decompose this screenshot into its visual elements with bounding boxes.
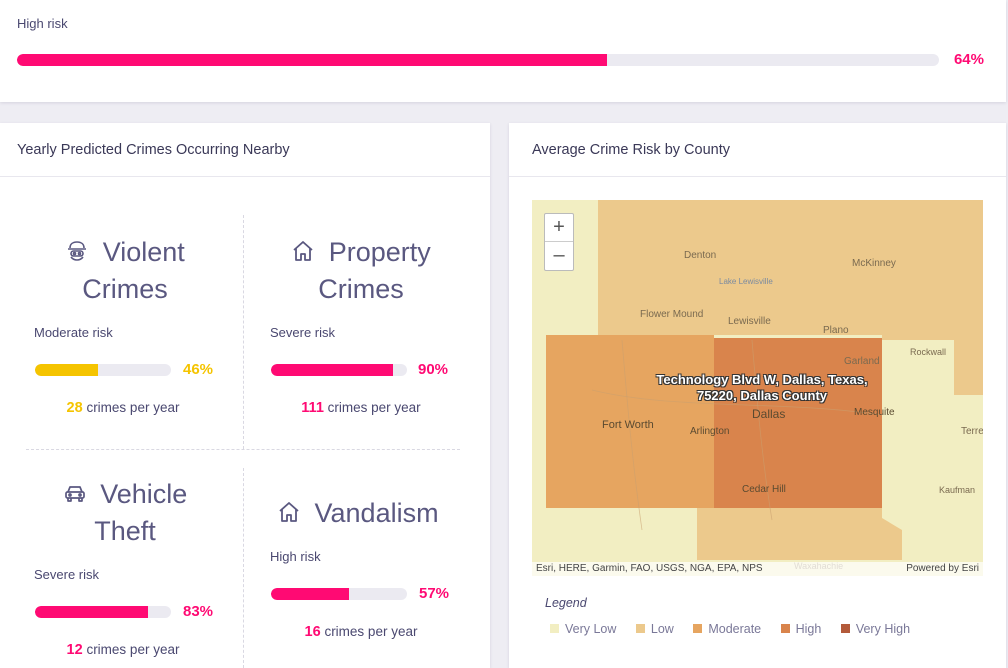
house-icon <box>277 498 315 528</box>
violent-crimes-risk-label: Moderate risk <box>34 325 113 340</box>
place-denton: Denton <box>684 250 716 261</box>
place-dallas: Dallas <box>752 407 785 421</box>
location-popup: Technology Blvd W, Dallas, Texas, 75220,… <box>656 372 868 403</box>
legend-title: Legend <box>545 596 587 610</box>
property-crimes-risk-label: Severe risk <box>270 325 336 340</box>
map-legend: Very Low Low Moderate High Very High <box>550 622 926 636</box>
vandalism-percent: 57% <box>419 585 450 602</box>
place-mesquite: Mesquite <box>854 407 895 418</box>
vehicle-theft-tile: Vehicle Theft Severe risk 83% 12 crimes … <box>15 476 235 658</box>
overall-risk-percent: 64% <box>953 51 984 68</box>
legend-very-high: Very High <box>840 622 910 636</box>
violent-crimes-count: 28 crimes per year <box>66 400 180 416</box>
vehicle-theft-bar-fill <box>35 606 148 618</box>
place-terrell: Terre <box>961 426 983 437</box>
house-icon <box>291 237 329 267</box>
property-crimes-percent: 90% <box>418 361 449 378</box>
property-crimes-title-line1: Property <box>328 237 431 267</box>
legend-moderate: Moderate <box>693 622 761 636</box>
place-plano: Plano <box>823 325 849 336</box>
property-crimes-title-line2: Crimes <box>318 274 404 304</box>
place-fort-worth: Fort Worth <box>602 419 654 431</box>
map-attribution: Esri, HERE, Garmin, FAO, USGS, NGA, EPA,… <box>532 562 983 576</box>
powered-by-esri[interactable]: Powered by Esri <box>906 563 979 574</box>
overall-risk-bar <box>17 54 939 66</box>
violent-crimes-title-line1: Violent <box>102 237 185 267</box>
property-crimes-bar <box>271 364 407 376</box>
yearly-crimes-title: Yearly Predicted Crimes Occurring Nearby <box>17 142 290 158</box>
vehicle-theft-title-line1: Vehicle <box>100 479 188 509</box>
place-cedar-hill: Cedar Hill <box>742 484 786 495</box>
place-lake-lewisville: Lake Lewisville <box>719 277 773 286</box>
robber-icon <box>65 237 103 267</box>
vehicle-theft-risk-label: Severe risk <box>34 567 100 582</box>
place-kaufman: Kaufman <box>939 485 975 495</box>
vandalism-bar-fill <box>271 588 349 600</box>
property-crimes-tile: Property Crimes Severe risk 90% 111 crim… <box>251 234 471 416</box>
vandalism-bar <box>271 588 407 600</box>
overall-risk-card: High risk 64% <box>0 0 1006 102</box>
property-crimes-count: 111 crimes per year <box>301 400 421 416</box>
vandalism-tile: Vandalism High risk 57% 16 crimes per ye… <box>251 495 471 640</box>
car-icon <box>63 479 101 509</box>
zoom-out-button[interactable]: – <box>553 244 565 266</box>
property-crimes-bar-fill <box>271 364 394 376</box>
vehicle-theft-percent: 83% <box>183 603 214 620</box>
crime-risk-map[interactable]: Denton McKinney Lake Lewisville Lewisvil… <box>532 200 983 576</box>
place-mckinney: McKinney <box>852 258 896 269</box>
overall-risk-bar-fill <box>17 54 608 66</box>
vehicle-theft-count: 12 crimes per year <box>66 642 180 658</box>
overall-risk-label: High risk <box>17 16 68 31</box>
place-rockwall: Rockwall <box>910 347 946 357</box>
county-risk-title: Average Crime Risk by County <box>532 142 730 158</box>
county-risk-card: Average Crime Risk by County Denton McKi… <box>509 123 1006 668</box>
place-arlington: Arlington <box>690 426 729 437</box>
violent-crimes-bar <box>35 364 171 376</box>
vehicle-theft-bar <box>35 606 171 618</box>
vandalism-risk-label: High risk <box>270 549 321 564</box>
map-zoom-control: + – <box>544 213 574 271</box>
vandalism-count: 16 crimes per year <box>304 624 418 640</box>
place-lewisville: Lewisville <box>728 316 771 327</box>
map-counties: Denton McKinney Lake Lewisville Lewisvil… <box>532 200 983 576</box>
violent-crimes-bar-fill <box>35 364 98 376</box>
legend-low: Low <box>635 622 674 636</box>
violent-crimes-percent: 46% <box>183 361 214 378</box>
violent-crimes-tile: Violent Crimes Moderate risk 46% 28 crim… <box>15 234 235 416</box>
zoom-in-button[interactable]: + <box>545 214 573 242</box>
legend-high: High <box>780 622 821 636</box>
vandalism-title: Vandalism <box>314 498 439 528</box>
place-flower-mound: Flower Mound <box>640 309 703 320</box>
yearly-crimes-card: Yearly Predicted Crimes Occurring Nearby… <box>0 123 490 668</box>
legend-very-low: Very Low <box>550 622 616 636</box>
violent-crimes-title-line2: Crimes <box>82 274 168 304</box>
place-garland: Garland <box>844 356 880 367</box>
vehicle-theft-title-line2: Theft <box>94 516 156 546</box>
